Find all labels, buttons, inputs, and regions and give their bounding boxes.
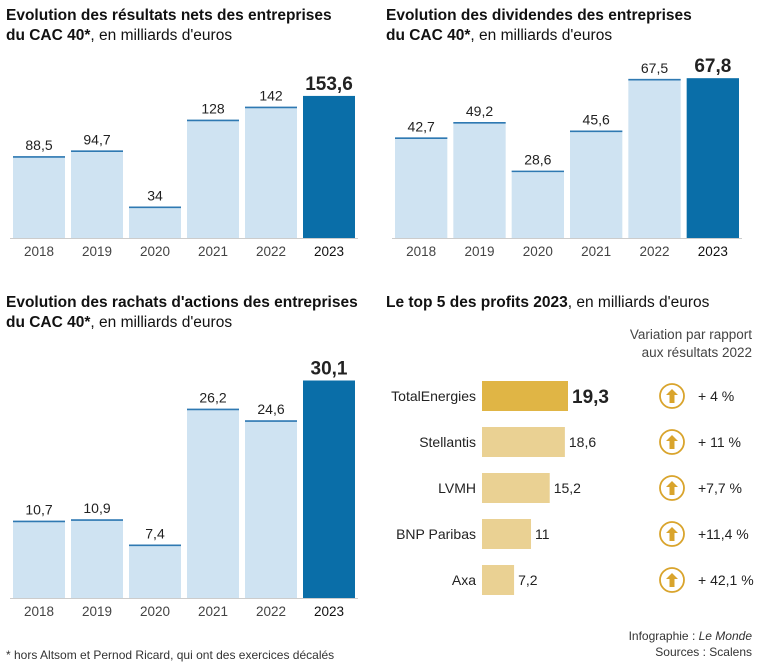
chart2-bar [628,78,681,239]
chart1-value-label: 34 [147,188,163,204]
chart2-value-label: 67,8 [694,56,731,77]
chart2-value-label: 42,7 [408,118,435,134]
chart4-svg: Variation par rapport aux résultats 2022 T… [391,327,754,595]
profit-bar [482,473,550,503]
chart2-bar [511,170,564,238]
chart2-tick-label: 2019 [464,244,494,259]
up-arrow-icon [666,389,678,403]
chart2-value-label: 28,6 [524,152,551,168]
chart1-bar [13,156,65,238]
chart3-bar [71,519,123,598]
chart1-value-label: 128 [201,101,225,117]
company-label: LVMH [438,480,476,496]
chart1-tick-label: 2021 [198,244,228,259]
profit-value-label: 18,6 [569,434,596,450]
chart2-bar [686,78,739,238]
chart2-value-label: 49,2 [466,103,493,119]
up-arrow-icon [666,573,678,587]
chart3-svg: 10,7 2018 10,9 2019 7,4 2020 26,2 2021 24,6 2022 3… [10,359,358,619]
profit-value-label: 19,3 [572,387,609,408]
chart2-tick-label: 2021 [581,244,611,259]
credits: Infographie : Le Monde Sources : Scalens [628,629,752,659]
variation-label: +7,7 % [698,480,742,496]
chart3-bar [129,544,181,598]
variation-label: +11,4 % [698,526,749,542]
company-label: TotalEnergies [391,388,476,404]
chart3-value-label: 26,2 [199,390,226,406]
company-label: Axa [452,572,476,588]
chart2-tick-label: 2020 [523,244,553,259]
chart1-value-label: 142 [259,88,283,104]
footnote: * hors Altsom et Pernod Ricard, qui ont … [6,648,335,662]
company-label: Stellantis [419,434,476,450]
chart3-value-label: 7,4 [145,526,165,542]
chart4-plot: Variation par rapport aux résultats 2022 T… [391,327,754,595]
chart3-tick-label: 2019 [82,604,112,619]
chart1-bar [71,150,123,238]
chart1-title: Evolution des résultats nets des entrepr… [6,7,332,44]
chart1-value-label: 94,7 [83,131,110,147]
chart1-value-label: 153,6 [305,74,353,95]
chart3-tick-label: 2018 [24,604,54,619]
chart3-value-label: 10,7 [25,502,52,518]
profit-value-label: 7,2 [518,572,538,588]
variation-label: + 4 % [698,388,734,404]
chart2-bar [395,137,448,238]
chart1-tick-label: 2019 [82,244,112,259]
chart2-bar [570,130,623,238]
chart3-bar [303,380,355,598]
chart2-svg: 42,7 2018 49,2 2019 28,6 2020 45,6 2021 67,5 2022… [392,56,742,259]
variation-label: + 42,1 % [698,572,754,588]
profit-value-label: 11 [535,526,550,542]
chart1-tick-label: 2020 [140,244,170,259]
variation-header-line2: aux résultats 2022 [642,345,752,360]
chart1-bar [187,119,239,238]
chart1-bar [129,206,181,238]
up-arrow-icon [666,435,678,449]
chart2-title: Evolution des dividendes des entreprises… [386,7,692,44]
chart1-tick-label: 2022 [256,244,286,259]
chart1-tick-label: 2018 [24,244,54,259]
chart2-value-label: 45,6 [583,112,610,128]
variation-label: + 11 % [698,434,741,450]
chart2-tick-label: 2023 [698,244,728,259]
chart3-bar [13,520,65,598]
chart3-tick-label: 2021 [198,604,228,619]
chart3-value-label: 30,1 [311,359,348,380]
chart3-value-label: 24,6 [257,401,284,417]
chart3-value-label: 10,9 [83,500,110,516]
up-arrow-icon [666,481,678,495]
chart2-plot: 42,7 2018 49,2 2019 28,6 2020 45,6 2021 67,5 2022… [392,56,742,259]
chart2-tick-label: 2022 [639,244,669,259]
chart2-tick-label: 2018 [406,244,436,259]
chart3-tick-label: 2023 [314,604,344,619]
chart3-title: Evolution des rachats d'actions des entr… [6,294,358,331]
chart3-tick-label: 2022 [256,604,286,619]
up-arrow-icon [666,527,678,541]
chart1-svg: 88,5 2018 94,7 2019 34 2020 128 2021 142 2022 153,… [10,74,358,259]
company-label: BNP Paribas [396,526,476,542]
chart4-title: Le top 5 des profits 2023, en milliards … [386,294,710,311]
chart1-value-label: 88,5 [25,137,52,153]
chart1-plot: 88,5 2018 94,7 2019 34 2020 128 2021 142 2022 153,… [10,74,358,259]
profit-bar [482,519,532,549]
profit-value-label: 15,2 [554,480,581,496]
chart3-bar [187,408,239,598]
chart2-bar [453,122,506,238]
chart1-bar [303,95,355,238]
chart3-plot: 10,7 2018 10,9 2019 7,4 2020 26,2 2021 24,6 2022 3… [10,359,358,619]
profit-bar [482,565,515,595]
chart1-tick-label: 2023 [314,244,344,259]
profit-bar [482,427,565,457]
chart2-value-label: 67,5 [641,60,668,76]
chart1-bar [245,106,297,239]
chart3-bar [245,420,297,598]
variation-header-line1: Variation par rapport [630,327,752,342]
chart3-tick-label: 2020 [140,604,170,619]
profit-bar [482,381,568,411]
